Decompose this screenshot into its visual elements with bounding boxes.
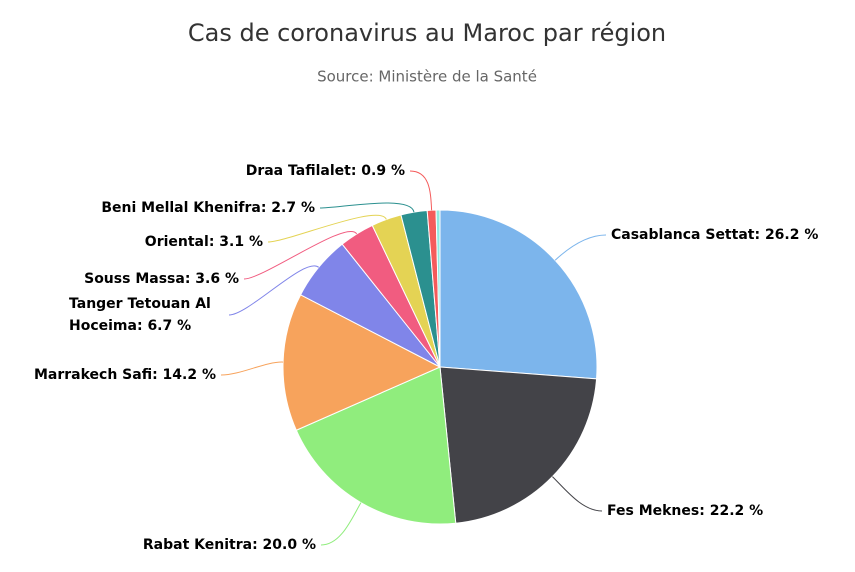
chart-subtitle: Source: Ministère de la Santé [317, 68, 537, 86]
data-label: Draa Tafilalet: 0.9 % [246, 163, 405, 179]
label-name: Draa Tafilalet [246, 163, 351, 179]
label-value: : 2.7 % [261, 200, 315, 216]
label-value: : 14.2 % [152, 367, 216, 383]
connector [409, 170, 433, 211]
label-value: : 6.7 % [137, 318, 191, 334]
pie-slice [435, 209, 441, 368]
label-name: Tanger Tetouan Al Hoceima [69, 296, 211, 334]
label-value: : 26.2 % [754, 227, 818, 243]
connector [319, 202, 415, 213]
label-name: Casablanca Settat [611, 227, 755, 243]
connector [554, 234, 607, 261]
connector [220, 361, 284, 376]
label-line: Tanger Tetouan Al [69, 296, 211, 312]
data-label: Fes Meknes: 22.2 % [607, 503, 763, 519]
connector [228, 265, 320, 316]
label-name: Marrakech Safi [34, 367, 152, 383]
data-label: Beni Mellal Khenifra: 2.7 % [101, 200, 315, 216]
data-label: Casablanca Settat: 26.2 % [611, 227, 818, 243]
data-label: Souss Massa: 3.6 % [84, 271, 239, 287]
data-label: Oriental: 3.1 % [145, 234, 263, 250]
connector [320, 502, 362, 546]
chart-title: Cas de coronavirus au Maroc par région [188, 19, 666, 47]
label-name: Souss Massa [84, 271, 185, 287]
label-value: : 20.0 % [252, 537, 316, 553]
pie-slice [439, 209, 598, 380]
label-value: : 22.2 % [699, 503, 763, 519]
label-name: Oriental [145, 234, 209, 250]
connector [552, 476, 603, 512]
label-value: : 3.1 % [209, 234, 263, 250]
label-name: Rabat Kenitra [143, 537, 252, 553]
pie-slice [439, 366, 598, 524]
connector [243, 231, 358, 280]
pie-slice [282, 294, 442, 431]
label-name: Beni Mellal Khenifra [101, 200, 260, 216]
label-value: : 0.9 % [351, 163, 405, 179]
pie-slice [295, 366, 457, 525]
connector [267, 214, 387, 243]
data-label: Tanger Tetouan Al Hoceima: 6.7 % [69, 296, 211, 334]
label-line: Hoceima [69, 318, 137, 334]
label-name: Fes Meknes [607, 503, 699, 519]
data-label: Marrakech Safi: 14.2 % [34, 367, 216, 383]
label-value: : 3.6 % [185, 271, 239, 287]
data-label: Rabat Kenitra: 20.0 % [143, 537, 316, 553]
